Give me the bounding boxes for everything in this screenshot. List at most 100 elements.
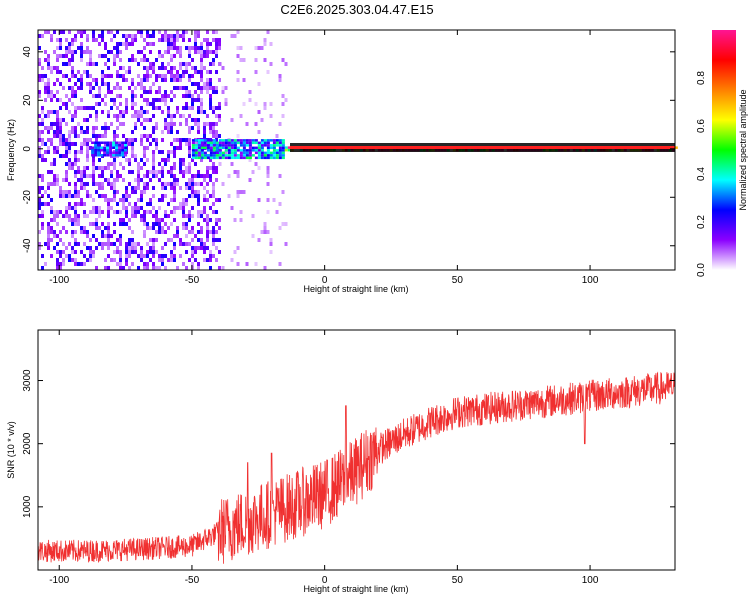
spectrogram-cell [68, 190, 71, 194]
spectrogram-cell [212, 144, 216, 147]
spectrogram-cell [164, 126, 167, 130]
spectrogram-cell [218, 226, 221, 230]
spectrogram-cell [266, 70, 270, 74]
spectrogram-cell [155, 58, 158, 62]
spectrogram-cell [77, 158, 80, 162]
spectrogram-cell [236, 141, 240, 145]
spectrogram-cell [95, 110, 98, 114]
spectrogram-cell [179, 34, 182, 38]
spectrogram-cell [212, 182, 215, 186]
spectrogram-cell [149, 226, 152, 230]
spectrogram-cell [182, 106, 185, 110]
spectrogram-cell [44, 150, 47, 154]
spectrogram-cell [140, 214, 143, 218]
spectrogram-cell [107, 74, 110, 78]
spectrogram-cell [263, 226, 267, 230]
spectrogram-cell [41, 194, 44, 198]
spectrogram-cell [113, 158, 116, 162]
spectrogram-cell [173, 198, 176, 202]
spectrogram-cell [194, 151, 198, 155]
spectrogram-cell [140, 142, 143, 146]
spectrogram-cell [164, 230, 167, 234]
spectrogram-cell [143, 54, 146, 58]
spectrogram-cell [215, 122, 218, 126]
spectrogram-cell [230, 34, 234, 38]
spectrogram-cell [218, 118, 221, 122]
spectrogram-cell [191, 246, 194, 250]
spectrogram-cell [59, 186, 62, 190]
spectrogram-cell [95, 114, 98, 118]
spectrogram-cell [188, 242, 191, 246]
spectrogram-cell [89, 254, 92, 258]
spectrogram-cell [113, 242, 116, 246]
spectrogram-cell [80, 86, 83, 90]
spectrogram-cell [89, 238, 92, 242]
spectrogram-cell [71, 234, 74, 238]
spectrogram-cell [140, 218, 143, 222]
spectrogram-cell [124, 141, 128, 144]
spectrogram-cell [83, 210, 86, 214]
spectrogram-cell [119, 238, 122, 242]
spectrogram-cell [191, 141, 195, 145]
spectrogram-cell [218, 42, 221, 46]
spectrogram-cell [92, 78, 95, 82]
spectrogram-cell [161, 98, 164, 102]
spectrogram-cell [206, 214, 209, 218]
spectrogram-cell [80, 30, 83, 34]
spectrogram-cell [41, 222, 44, 226]
spectrogram-cell [170, 182, 173, 186]
spectrogram-cell [239, 149, 243, 152]
spectrogram-cell [263, 42, 267, 46]
spectrogram-cell [134, 58, 137, 62]
spectrogram-cell [116, 94, 119, 98]
spectrogram-cell [116, 42, 119, 46]
spectrogram-cell [278, 78, 282, 82]
spectrogram-cell [128, 202, 131, 206]
spectrogram-cell [56, 150, 59, 154]
spectrogram-cell [119, 58, 122, 62]
spectrogram-cell [272, 156, 276, 160]
spectrogram-cell [233, 170, 237, 174]
spectrogram-cell [146, 266, 149, 270]
spectrogram-cell [146, 170, 149, 174]
spectrogram-cell [188, 90, 191, 94]
spectrogram-cell [110, 98, 113, 102]
spectrogram-cell [47, 66, 50, 70]
spectrogram-cell [59, 130, 62, 134]
spectrogram-cell [95, 218, 98, 222]
spectrogram-cell [194, 98, 197, 102]
spectrogram-cell [170, 186, 173, 190]
spectrogram-cell [113, 190, 116, 194]
spectrogram-cell [194, 190, 197, 194]
spectrogram-cell [94, 141, 98, 144]
spectrogram-cell [62, 62, 65, 66]
spectrogram-cell [167, 130, 170, 134]
spectrogram-cell [56, 178, 59, 182]
spectrogram-cell [281, 114, 285, 118]
spectrogram-cell [47, 194, 50, 198]
spectrogram-cell [107, 50, 110, 54]
spectrogram-cell [179, 62, 182, 66]
spectrogram-cell [194, 162, 197, 166]
spectrogram-cell [185, 182, 188, 186]
spectrogram-cell [242, 141, 246, 145]
spectrogram-cell [62, 74, 65, 78]
spectrogram-cell [164, 90, 167, 94]
spectrogram-cell [212, 210, 215, 214]
spectrogram-cell [122, 42, 125, 46]
spectrogram-cell [86, 230, 89, 234]
spectrogram-cell [97, 144, 101, 147]
spectrogram-cell [254, 122, 258, 126]
spectrogram-cell [203, 86, 206, 90]
spectrogram-cell [143, 98, 146, 102]
spectrogram-cell [137, 110, 140, 114]
spectrogram-cell [65, 142, 68, 146]
spectrogram-cell [251, 146, 255, 150]
spectrogram-cell [167, 158, 170, 162]
spectrogram-cell [269, 151, 273, 155]
spectrogram-cell [110, 242, 113, 246]
spectrogram-cell [134, 102, 137, 106]
spectrogram-cell [200, 74, 203, 78]
spectrogram-cell [206, 226, 209, 230]
spectrogram-cell [170, 74, 173, 78]
